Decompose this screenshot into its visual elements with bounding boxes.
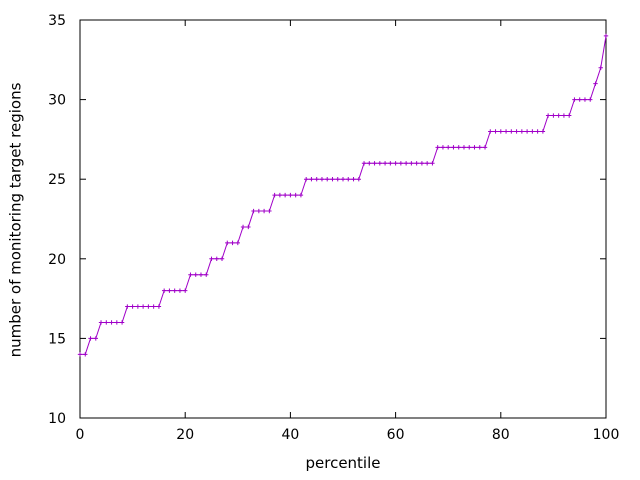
y-tick-label: 15 (48, 331, 66, 347)
x-tick-label: 60 (387, 427, 405, 443)
series-markers (77, 33, 609, 357)
y-tick-label: 10 (48, 411, 66, 427)
x-tick-label: 100 (593, 427, 620, 443)
x-tick-label: 80 (492, 427, 510, 443)
x-tick-label: 20 (176, 427, 194, 443)
plot-border (79, 19, 607, 419)
y-tick-label: 25 (48, 172, 66, 188)
y-tick-label: 35 (48, 13, 66, 29)
x-tick-label: 40 (281, 427, 299, 443)
y-tick-label: 20 (48, 252, 66, 268)
y-tick-label: 30 (48, 93, 66, 109)
x-tick-label: 0 (76, 427, 85, 443)
